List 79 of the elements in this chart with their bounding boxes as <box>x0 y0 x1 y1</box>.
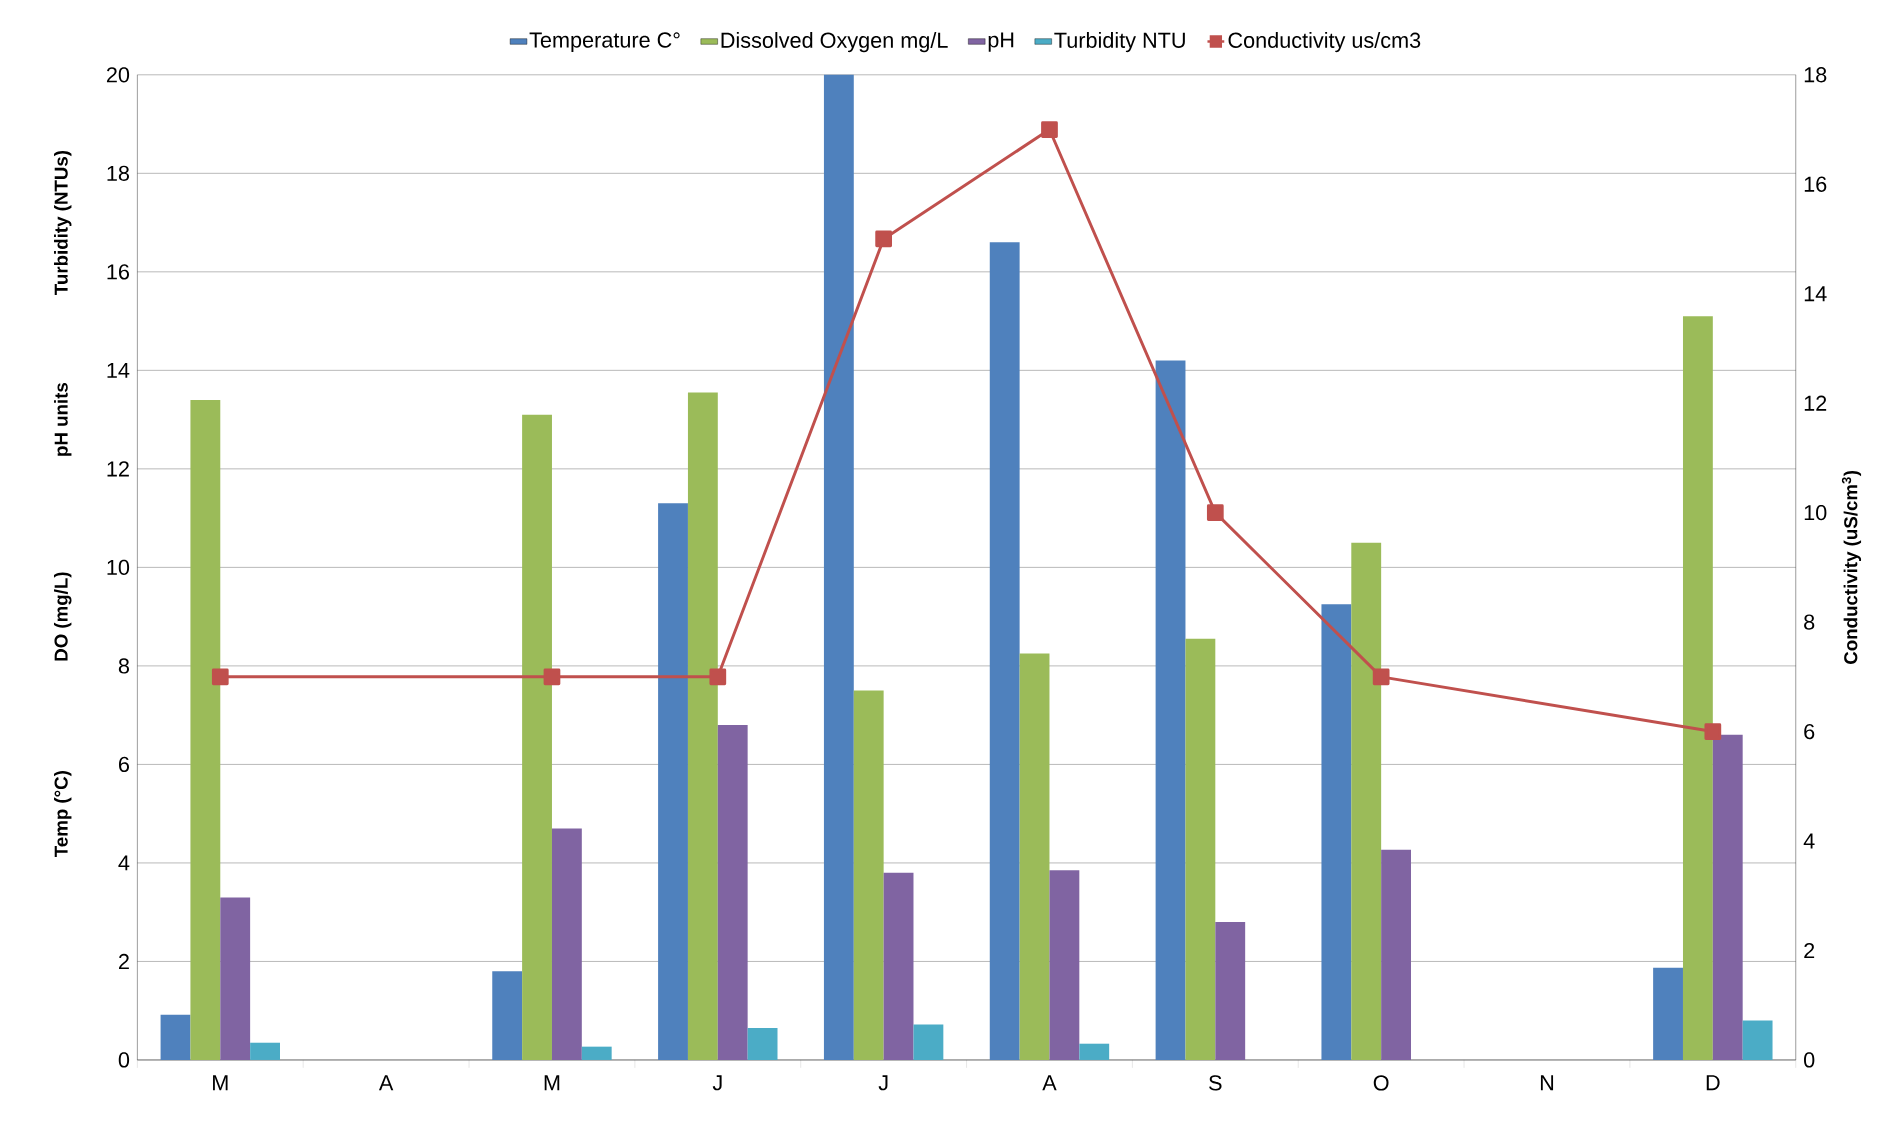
y2-tick-label: 16 <box>1804 176 1827 193</box>
x-tick-label: J <box>712 1075 722 1091</box>
bar <box>220 897 251 1061</box>
x-tick-label: N <box>1540 1075 1554 1091</box>
y2-tick-label: 18 <box>1804 67 1827 83</box>
y-tick-label: 10 <box>107 559 130 576</box>
y2-tick-label: 10 <box>1804 505 1827 521</box>
x-tick-label: A <box>1042 1075 1057 1091</box>
bar <box>883 872 914 1061</box>
bar <box>190 400 221 1061</box>
bar <box>913 1024 944 1061</box>
x-tick-label: A <box>378 1075 394 1091</box>
bar <box>989 242 1020 1061</box>
point <box>211 668 229 686</box>
bar <box>160 1014 191 1061</box>
bar <box>658 503 688 1061</box>
bar <box>1215 922 1246 1061</box>
legend-label: Conductivity us/cm3 <box>1228 32 1421 53</box>
y-tick-label: 8 <box>118 658 130 674</box>
bar <box>717 725 748 1061</box>
text: Temp (°C) <box>54 771 72 858</box>
bar <box>1742 1020 1773 1061</box>
point <box>543 668 561 686</box>
bar <box>581 1046 612 1061</box>
bar <box>522 414 552 1061</box>
bar <box>747 1028 778 1061</box>
bar <box>823 75 854 1061</box>
bar <box>1155 360 1186 1061</box>
y-tick-label: 2 <box>119 954 129 970</box>
point <box>1041 121 1058 139</box>
legend-label: Temperature C° <box>529 32 680 53</box>
point <box>1206 504 1224 522</box>
bar <box>250 1042 280 1061</box>
bar <box>1712 735 1743 1061</box>
y-tick-label: 14 <box>107 363 130 378</box>
x-tick-label: M <box>213 1075 228 1091</box>
bar <box>1049 870 1080 1061</box>
text: Turbidity (NTUs) <box>54 151 72 296</box>
bar <box>687 392 718 1061</box>
bar <box>1653 968 1683 1061</box>
legend-label: pH <box>988 32 1014 53</box>
y2-axis-title: Conductivity (uS/cm$^{3}$) <box>1841 471 1862 665</box>
bar <box>1351 542 1382 1061</box>
y2-tick-label: 6 <box>1804 724 1815 740</box>
legend-label: Dissolved Oxygen mg/L <box>721 32 948 53</box>
y-tick-label: 12 <box>107 461 129 477</box>
x-tick-label: M <box>544 1075 560 1091</box>
bar <box>1381 849 1411 1061</box>
legend-label: Turbidity NTU <box>1054 32 1185 53</box>
x-tick-label: O <box>1373 1075 1389 1091</box>
y2-tick-label: 12 <box>1804 395 1827 411</box>
bar <box>1079 1043 1110 1061</box>
y2-tick-label: 0 <box>1804 1052 1815 1068</box>
x-tick-label: J <box>878 1075 888 1091</box>
y-tick-label: 16 <box>107 264 129 280</box>
bar <box>853 690 884 1061</box>
point <box>1372 668 1390 686</box>
bar <box>1321 604 1352 1061</box>
bar <box>1185 639 1216 1061</box>
bar <box>551 828 582 1061</box>
y-tick-label: 18 <box>107 165 129 182</box>
y2-tick-label: 14 <box>1804 286 1827 302</box>
bar <box>492 971 523 1061</box>
y2-tick-label: 4 <box>1803 833 1815 849</box>
bar <box>1019 653 1050 1061</box>
y-tick-label: 4 <box>118 855 130 871</box>
x-tick-label: S <box>1209 1075 1222 1091</box>
y-tick-label: 0 <box>118 1052 130 1068</box>
y2-tick-label: 2 <box>1804 943 1815 959</box>
y-tick-label: 6 <box>119 756 130 773</box>
y-tick-label: 20 <box>106 67 130 83</box>
bar <box>1682 316 1713 1061</box>
text: pH units <box>54 383 72 456</box>
x-tick-label: D <box>1706 1075 1720 1091</box>
point <box>709 668 727 686</box>
text: DO (mg/L) <box>53 572 72 661</box>
y2-tick-label: 8 <box>1804 614 1815 630</box>
point <box>875 230 893 248</box>
point <box>1704 723 1722 741</box>
